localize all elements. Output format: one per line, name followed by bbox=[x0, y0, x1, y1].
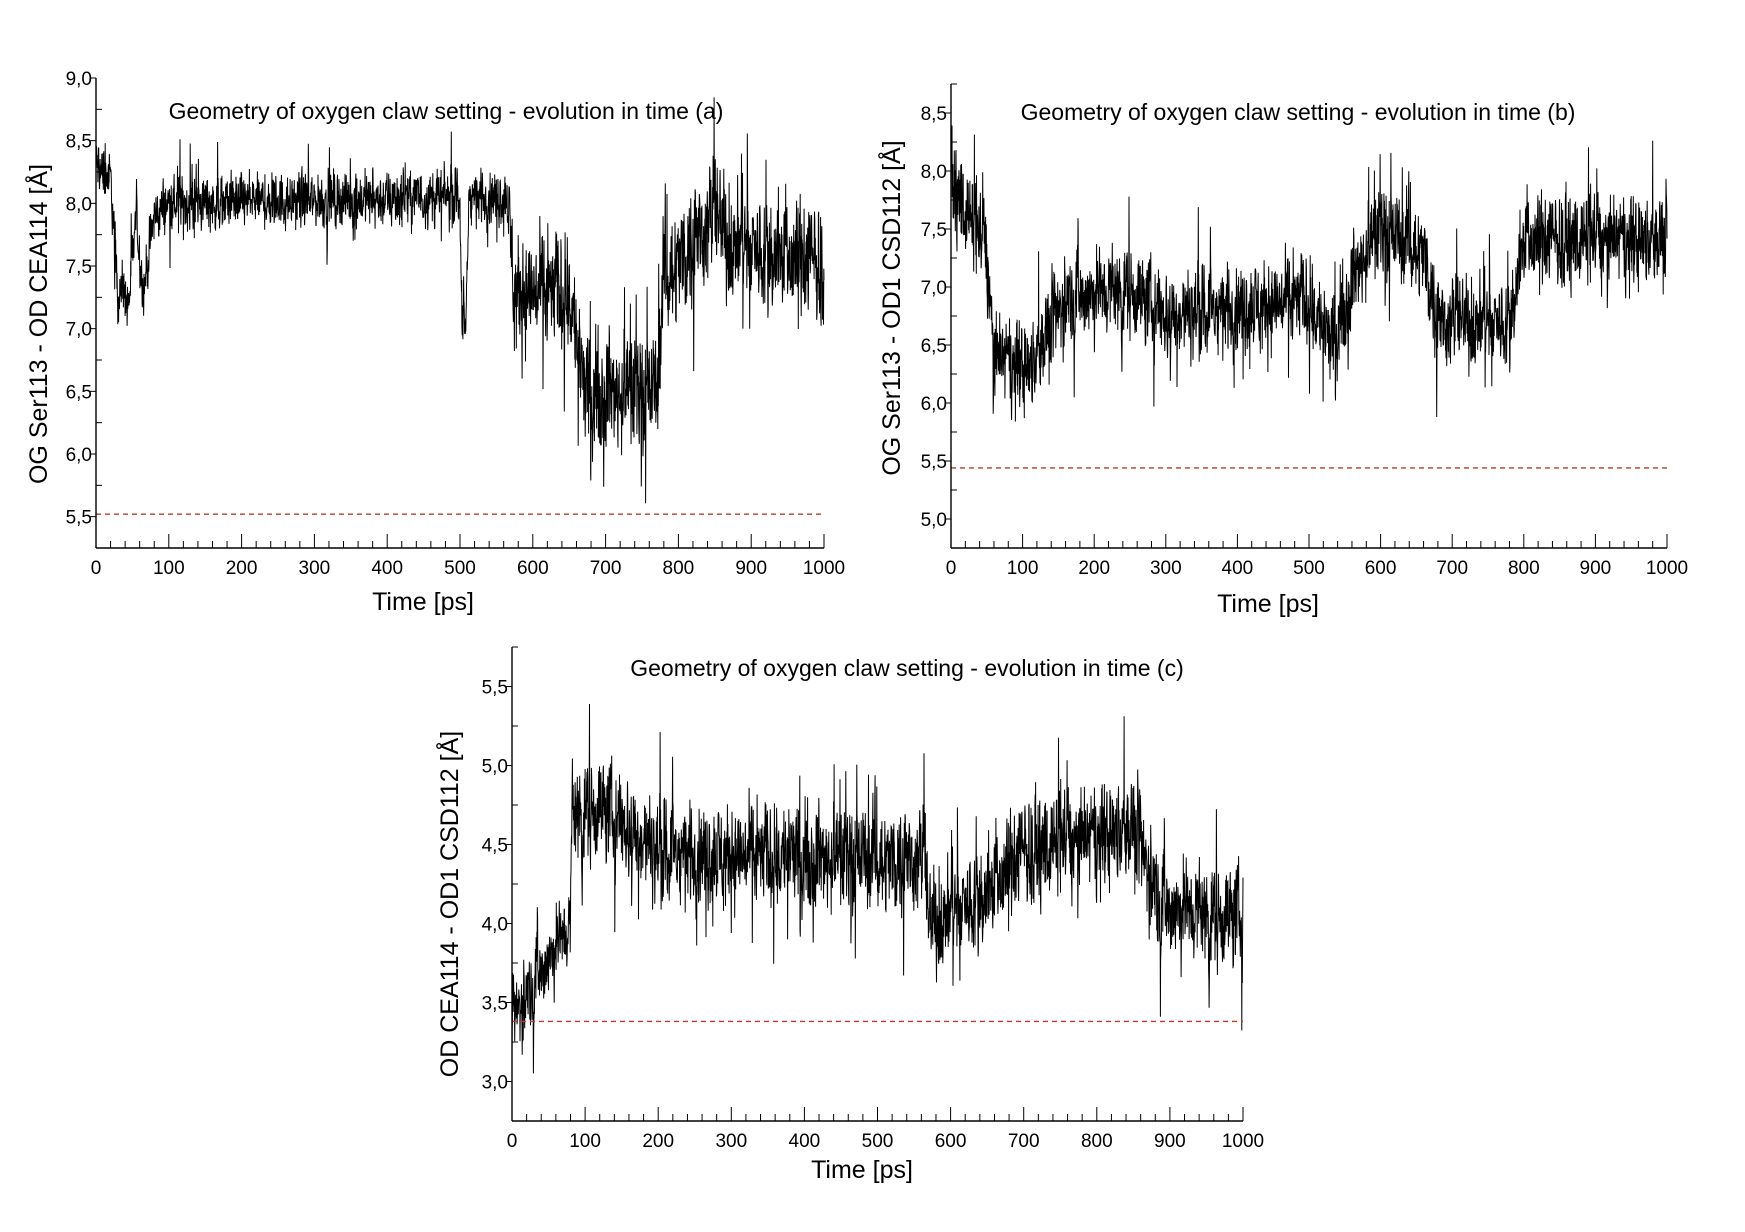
series-line bbox=[95, 97, 825, 504]
x-tick-label: 500 bbox=[862, 1131, 894, 1152]
chart-title: Geometry of oxygen claw setting - evolut… bbox=[169, 98, 724, 124]
x-tick-label: 1000 bbox=[803, 558, 845, 579]
y-tick-label: 5,0 bbox=[482, 757, 508, 778]
y-tick-label: 7,0 bbox=[921, 278, 947, 299]
y-tick-label: 3,5 bbox=[482, 994, 508, 1015]
x-tick-label: 300 bbox=[299, 558, 331, 579]
y-axis-label: OG Ser113 - OD CEA114 [Å] bbox=[23, 164, 53, 484]
y-tick-label: 6,5 bbox=[66, 382, 92, 403]
x-tick-label: 900 bbox=[1580, 558, 1612, 579]
x-tick-label: 0 bbox=[507, 1131, 518, 1152]
y-tick-label: 5,0 bbox=[921, 510, 947, 531]
x-tick-label: 800 bbox=[663, 558, 695, 579]
y-tick-label: 5,5 bbox=[66, 508, 92, 529]
x-tick-label: 100 bbox=[153, 558, 185, 579]
x-tick-label: 700 bbox=[1436, 558, 1468, 579]
x-tick-label: 900 bbox=[735, 558, 767, 579]
chart-panel-a: 0 100 200 300 400 500 600 700 800 900 1000 5,5 6,0 6,… bbox=[23, 69, 845, 616]
x-tick-label: 200 bbox=[642, 1131, 674, 1152]
x-tick-label: 300 bbox=[715, 1131, 747, 1152]
y-tick-label: 8,5 bbox=[66, 132, 92, 153]
series-line bbox=[950, 125, 1668, 422]
x-tick-label: 600 bbox=[517, 558, 549, 579]
x-axis-label: Time [ps] bbox=[372, 588, 474, 616]
x-tick-label: 900 bbox=[1154, 1131, 1186, 1152]
y-tick-label: 7,0 bbox=[66, 320, 92, 341]
x-tick-label: 1000 bbox=[1646, 558, 1688, 579]
y-tick-label: 6,0 bbox=[921, 394, 947, 415]
x-tick-label: 400 bbox=[1222, 558, 1254, 579]
x-tick-label: 600 bbox=[1365, 558, 1397, 579]
x-tick-label: 200 bbox=[1078, 558, 1110, 579]
y-tick-label: 8,5 bbox=[921, 104, 947, 125]
x-tick-label: 400 bbox=[371, 558, 403, 579]
chart-title: Geometry of oxygen claw setting - evolut… bbox=[1021, 99, 1576, 125]
y-tick-label: 8,0 bbox=[921, 162, 947, 183]
x-tick-label: 700 bbox=[1008, 1131, 1040, 1152]
x-axis-label: Time [ps] bbox=[811, 1156, 913, 1184]
chart-panel-c: 0 100 200 300 400 500 600 700 800 900 1000 3,0 3,5 4,… bbox=[434, 646, 1264, 1184]
y-axis-label: OG Ser113 - OD1 CSD112 [Å] bbox=[876, 140, 906, 475]
x-tick-label: 0 bbox=[91, 558, 102, 579]
y-tick-label: 5,5 bbox=[921, 452, 947, 473]
x-tick-label: 100 bbox=[569, 1131, 601, 1152]
y-tick-label: 9,0 bbox=[66, 69, 92, 90]
y-tick-label: 7,5 bbox=[921, 220, 947, 241]
y-axis-label: OD CEA114 - OD1 CSD112 [Å] bbox=[434, 731, 464, 1077]
x-tick-label: 200 bbox=[226, 558, 258, 579]
y-tick-label: 4,5 bbox=[482, 836, 508, 857]
x-tick-label: 800 bbox=[1081, 1131, 1113, 1152]
x-tick-label: 0 bbox=[946, 558, 957, 579]
x-tick-label: 500 bbox=[444, 558, 476, 579]
x-tick-label: 500 bbox=[1293, 558, 1325, 579]
y-tick-label: 8,0 bbox=[66, 194, 92, 215]
chart-panel-b: 0 100 200 300 400 500 600 700 800 900 1000 5,0 5,5 6,… bbox=[876, 83, 1688, 618]
x-tick-label: 700 bbox=[590, 558, 622, 579]
x-axis-label: Time [ps] bbox=[1217, 590, 1319, 618]
x-tick-label: 600 bbox=[935, 1131, 967, 1152]
y-tick-label: 3,0 bbox=[482, 1073, 508, 1094]
y-tick-label: 5,5 bbox=[482, 678, 508, 699]
x-tick-label: 400 bbox=[789, 1131, 821, 1152]
x-tick-label: 1000 bbox=[1222, 1131, 1264, 1152]
chart-title: Geometry of oxygen claw setting - evolut… bbox=[630, 655, 1184, 681]
y-tick-label: 6,5 bbox=[921, 336, 947, 357]
x-tick-label: 300 bbox=[1150, 558, 1182, 579]
series-line bbox=[511, 703, 1244, 1074]
x-tick-label: 100 bbox=[1007, 558, 1039, 579]
y-tick-label: 7,5 bbox=[66, 257, 92, 278]
x-tick-label: 800 bbox=[1508, 558, 1540, 579]
y-tick-label: 6,0 bbox=[66, 445, 92, 466]
y-tick-label: 4,0 bbox=[482, 915, 508, 936]
